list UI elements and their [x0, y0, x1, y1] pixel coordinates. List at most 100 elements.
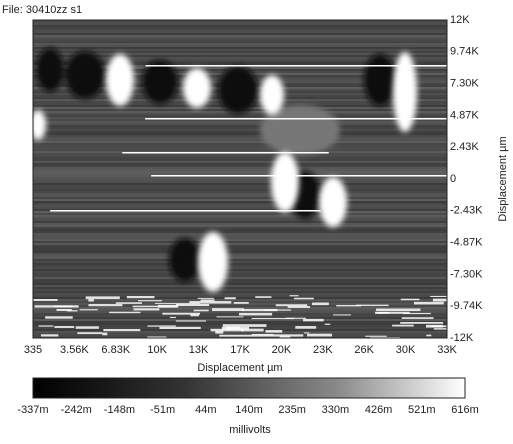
streak: [33, 145, 447, 147]
streak: [33, 265, 447, 267]
streak: [33, 299, 447, 301]
y-tick-label: -7.30K: [450, 268, 483, 280]
streak: [33, 293, 447, 295]
streak: [33, 287, 447, 289]
streak: [33, 129, 447, 131]
line-artifact: [151, 175, 447, 177]
noise: [258, 334, 304, 337]
noise: [324, 323, 331, 325]
noise: [147, 336, 167, 338]
streak: [33, 115, 447, 117]
streak: [33, 277, 447, 279]
noise: [225, 326, 241, 330]
streak: [33, 139, 447, 141]
noise: [432, 298, 447, 302]
colorbar-tick-label: 616m: [451, 404, 479, 416]
noise: [426, 334, 432, 337]
colorbar: [32, 377, 466, 399]
streak: [33, 41, 447, 43]
x-tick-label: 10K: [147, 344, 167, 356]
noise: [56, 309, 72, 311]
noise: [307, 333, 333, 337]
streak: [33, 27, 447, 29]
streak: [33, 247, 447, 249]
streak: [33, 205, 447, 207]
streak: [33, 149, 447, 151]
streak: [33, 273, 447, 275]
x-axis-label: Displacement µm: [197, 362, 282, 374]
noise: [154, 302, 200, 304]
noise: [365, 335, 387, 337]
noise: [403, 312, 431, 315]
streak: [33, 169, 447, 171]
noise: [430, 295, 447, 297]
streak: [33, 303, 447, 305]
x-tick-label: 335: [24, 344, 42, 356]
noise: [33, 299, 58, 301]
streak: [33, 173, 447, 175]
y-tick-label: -12K: [450, 332, 474, 344]
noise: [401, 317, 434, 319]
streak: [33, 53, 447, 55]
streak: [33, 235, 447, 237]
streak: [33, 147, 447, 149]
streak: [33, 113, 447, 115]
streak: [33, 279, 447, 281]
noise: [279, 335, 291, 338]
noise: [400, 298, 420, 301]
noise: [200, 299, 215, 302]
scan-image: [33, 20, 447, 338]
file-label: File: 30410zz s1: [2, 4, 82, 16]
colorbar-tick-label: -242m: [61, 404, 92, 416]
streak: [33, 271, 447, 273]
noise: [79, 309, 98, 311]
streak: [33, 305, 447, 307]
streak: [33, 255, 447, 257]
streak: [33, 63, 447, 65]
streak: [33, 185, 447, 187]
noise: [242, 308, 278, 312]
streak: [33, 211, 447, 213]
streak: [33, 153, 447, 155]
noise: [355, 304, 389, 307]
colorbar-tick-label: 426m: [365, 404, 393, 416]
streak: [33, 243, 447, 245]
x-tick-label: 33K: [437, 344, 457, 356]
noise: [219, 334, 259, 337]
streak: [33, 289, 447, 291]
x-tick-label: 6.83K: [101, 344, 130, 356]
y-tick-label: -9.74K: [450, 300, 483, 312]
streak: [33, 253, 447, 255]
noise: [103, 329, 141, 332]
noise: [88, 299, 94, 302]
streak: [33, 131, 447, 133]
streak: [33, 157, 447, 159]
streak: [33, 257, 447, 259]
noise: [212, 308, 244, 312]
streak: [33, 269, 447, 271]
streak: [33, 301, 447, 303]
streak: [33, 121, 447, 123]
streak: [33, 231, 447, 233]
noise: [240, 328, 264, 332]
streak: [33, 281, 447, 283]
streak: [33, 331, 447, 333]
noise: [255, 296, 272, 298]
streak: [33, 237, 447, 239]
streak: [33, 225, 447, 227]
noise: [336, 304, 361, 307]
noise: [433, 328, 447, 330]
noise: [197, 297, 214, 299]
streak: [33, 171, 447, 173]
streak: [33, 201, 447, 203]
noise: [66, 310, 78, 312]
streak: [33, 155, 447, 157]
streak: [33, 47, 447, 49]
colorbar-label: millivolts: [229, 424, 271, 436]
noise: [251, 317, 295, 320]
colorbar-tick-label: -51m: [150, 404, 175, 416]
streak: [33, 179, 447, 181]
noise: [169, 316, 176, 319]
noise: [45, 316, 73, 319]
streak: [33, 333, 447, 335]
